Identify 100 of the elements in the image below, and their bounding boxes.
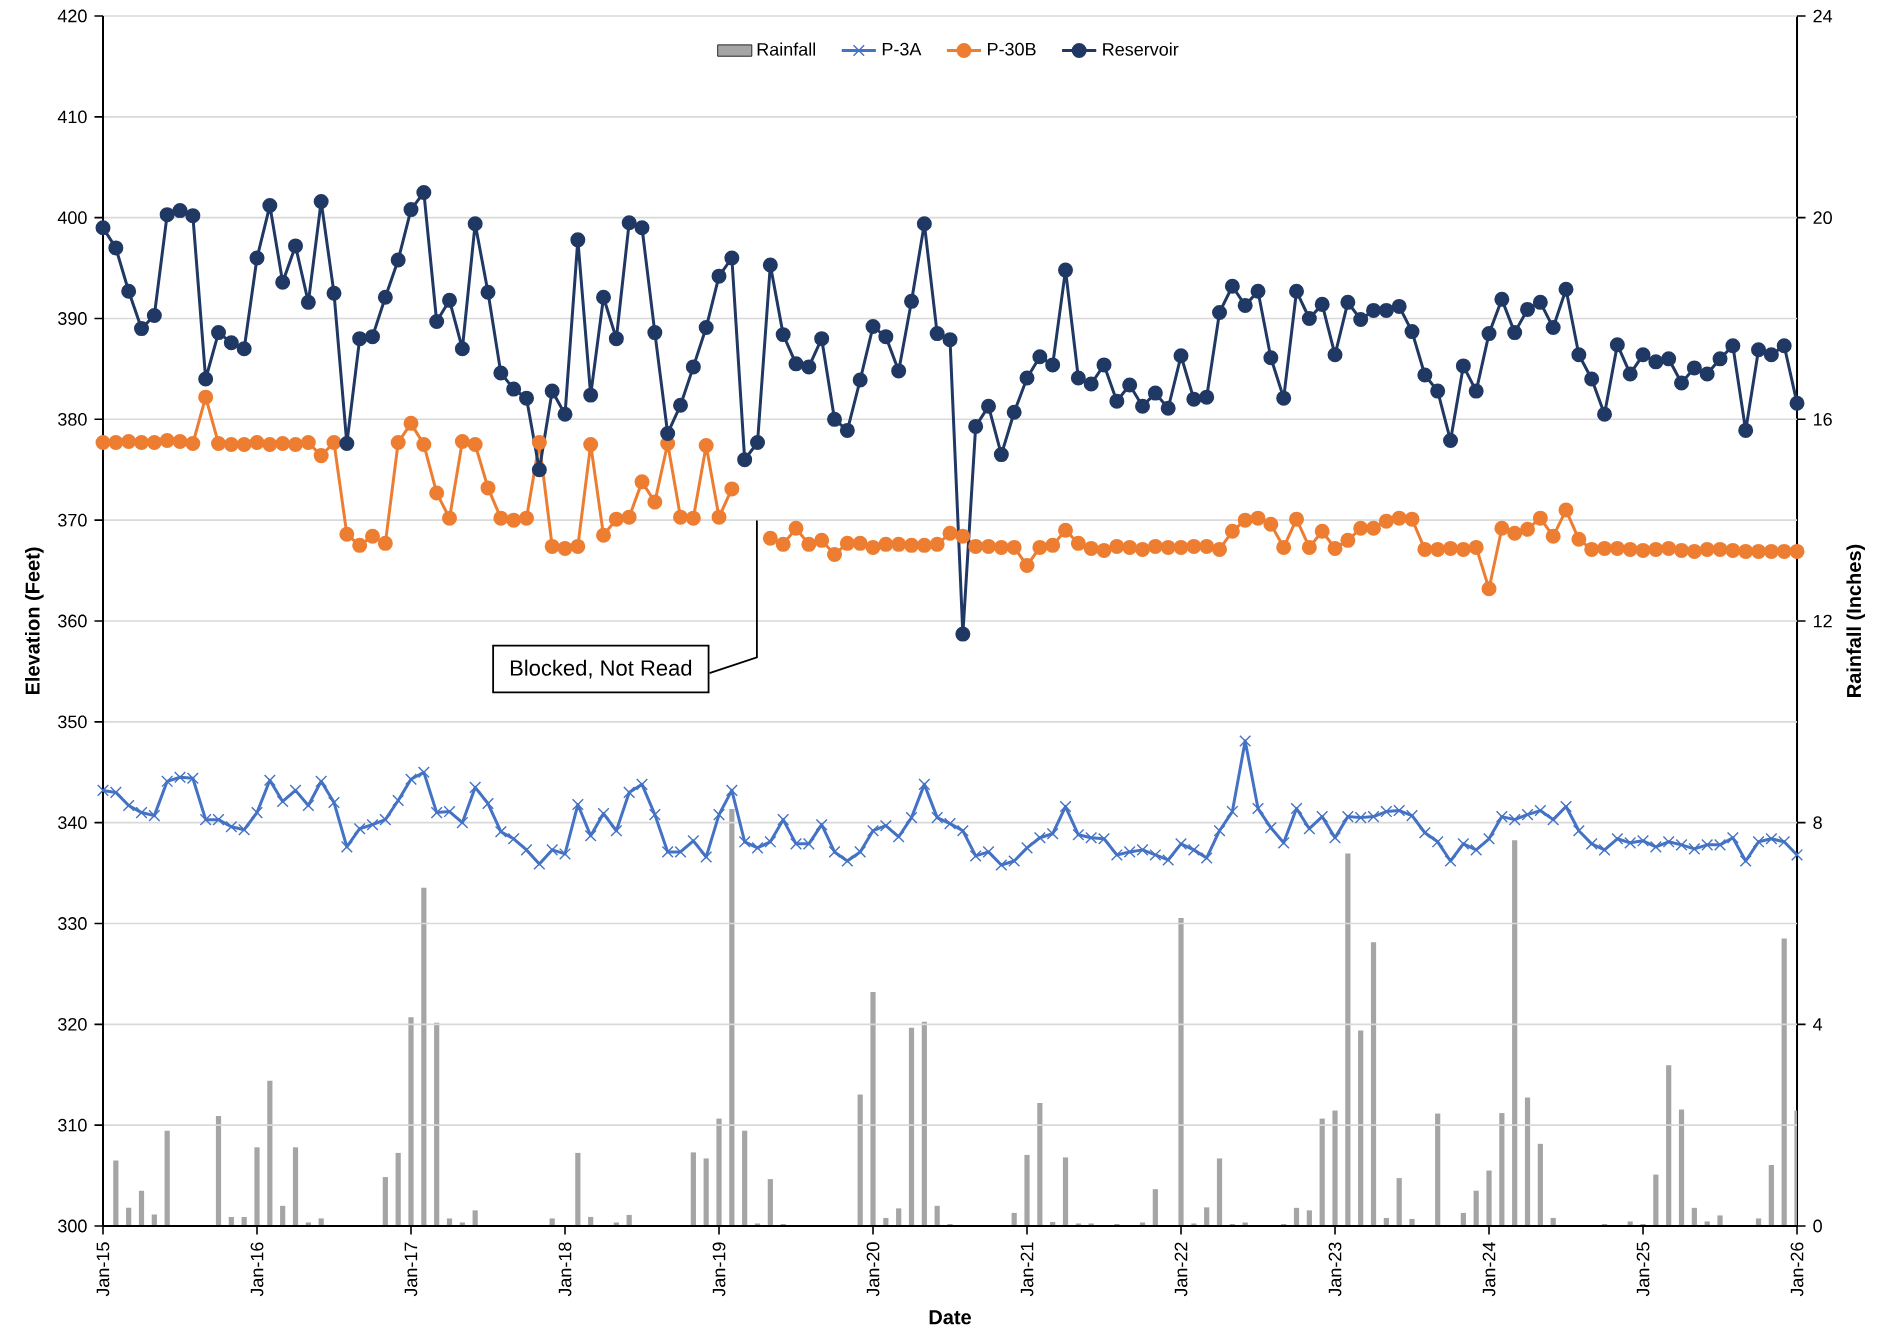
y-axis-title: Elevation (Feet) <box>25 547 44 695</box>
y-tick-label: 370 <box>58 513 87 527</box>
y2-tick-label: 20 <box>1813 211 1832 225</box>
bar <box>767 1179 773 1226</box>
bar <box>1293 1207 1300 1226</box>
bar <box>1345 853 1351 1226</box>
bar <box>1794 1110 1798 1226</box>
bar <box>382 1177 388 1226</box>
bar <box>1062 1157 1069 1226</box>
bar <box>921 1021 927 1226</box>
bar <box>934 1205 940 1226</box>
bar <box>575 1152 581 1226</box>
x-tick-label: Jan-20 <box>866 1242 880 1297</box>
y2-tick-label: 0 <box>1813 1219 1822 1233</box>
bar <box>318 1218 324 1226</box>
legend-label: P-3A <box>882 42 922 56</box>
bar <box>1653 1174 1659 1226</box>
bar <box>1781 938 1787 1226</box>
bar <box>1306 1210 1312 1226</box>
bar <box>1537 1143 1543 1226</box>
bar <box>138 1190 145 1226</box>
y-tick-label: 420 <box>57 9 87 23</box>
bar <box>1768 1164 1774 1226</box>
x-tick-label: Jan-15 <box>96 1242 110 1297</box>
y-tick-label: 360 <box>58 614 87 628</box>
bar <box>1358 1030 1364 1226</box>
bar <box>742 1130 748 1226</box>
bar <box>421 887 427 1226</box>
y-tick-label: 410 <box>57 110 87 124</box>
bar <box>549 1218 555 1226</box>
bar <box>908 1027 915 1226</box>
y-tick-label: 330 <box>58 917 87 930</box>
bar <box>729 809 735 1226</box>
bar <box>703 1158 709 1226</box>
y-tick-label: 390 <box>58 312 87 325</box>
y2-tick-label: 4 <box>1813 1018 1823 1031</box>
bar <box>408 1017 414 1226</box>
y2-axis-title: Rainfall (Inches) <box>1846 544 1866 697</box>
bar <box>280 1205 286 1226</box>
bar <box>1678 1109 1685 1226</box>
bar <box>472 1210 478 1226</box>
bar <box>254 1147 260 1226</box>
bar <box>1152 1189 1158 1226</box>
bar <box>215 1116 222 1226</box>
bar <box>151 1214 157 1226</box>
bar <box>113 1160 119 1226</box>
x-tick-label: Jan-24 <box>1482 1242 1496 1297</box>
bar <box>896 1208 902 1226</box>
bar <box>1512 840 1518 1226</box>
bar <box>1435 1113 1441 1226</box>
bar <box>1037 1102 1043 1226</box>
y-tick-label: 300 <box>58 1219 87 1233</box>
legend-label: Reservoir <box>1103 42 1179 56</box>
x-tick-label: Jan-23 <box>1328 1242 1342 1297</box>
bar <box>1332 1110 1338 1226</box>
x-tick-label: Jan-26 <box>1790 1242 1804 1297</box>
bar <box>1755 1218 1762 1226</box>
y-tick-label: 380 <box>58 412 87 426</box>
bar <box>1486 1170 1492 1226</box>
y-tick-label: 320 <box>58 1017 87 1031</box>
bar <box>1691 1207 1697 1226</box>
y2-tick-label: 16 <box>1814 412 1832 426</box>
bar <box>857 1094 863 1226</box>
bar <box>1319 1118 1325 1226</box>
bar <box>1396 1178 1402 1226</box>
x-tick-label: Jan-22 <box>1174 1242 1188 1297</box>
bar <box>1666 1065 1672 1226</box>
y-tick-label: 340 <box>58 816 87 830</box>
x-tick-label: Jan-16 <box>250 1242 264 1297</box>
bar <box>1717 1215 1723 1226</box>
bar <box>267 1080 273 1226</box>
x-tick-label: Jan-18 <box>558 1242 572 1297</box>
bar <box>1024 1154 1030 1226</box>
bar <box>434 1022 440 1226</box>
x-tick-label: Jan-21 <box>1020 1242 1034 1297</box>
bar <box>690 1152 696 1226</box>
bar <box>870 992 876 1226</box>
bar <box>1524 1097 1531 1226</box>
y2-tick-label: 12 <box>1814 614 1832 628</box>
bar <box>1204 1207 1210 1226</box>
y2-tick-label: 8 <box>1813 816 1822 830</box>
x-tick-label: Jan-17 <box>404 1242 418 1297</box>
bar <box>292 1147 299 1226</box>
bar <box>395 1152 401 1226</box>
legend-label: Rainfall <box>757 42 816 56</box>
x-tick-label: Jan-25 <box>1636 1242 1650 1297</box>
annotation: Blocked, Not Read <box>510 659 692 679</box>
x-tick-label: Jan-19 <box>712 1242 726 1297</box>
y2-tick-label: 24 <box>1813 9 1833 23</box>
y-tick-label: 400 <box>57 211 87 225</box>
bar <box>1216 1158 1223 1226</box>
legend-label: P-30B <box>988 42 1036 56</box>
y-tick-label: 350 <box>58 715 87 729</box>
bar <box>1178 917 1184 1226</box>
bar <box>1499 1113 1505 1226</box>
y-tick-label: 310 <box>58 1118 87 1132</box>
bar <box>164 1130 170 1226</box>
bar <box>1473 1190 1479 1226</box>
bar <box>1409 1218 1415 1226</box>
bar <box>716 1118 722 1226</box>
